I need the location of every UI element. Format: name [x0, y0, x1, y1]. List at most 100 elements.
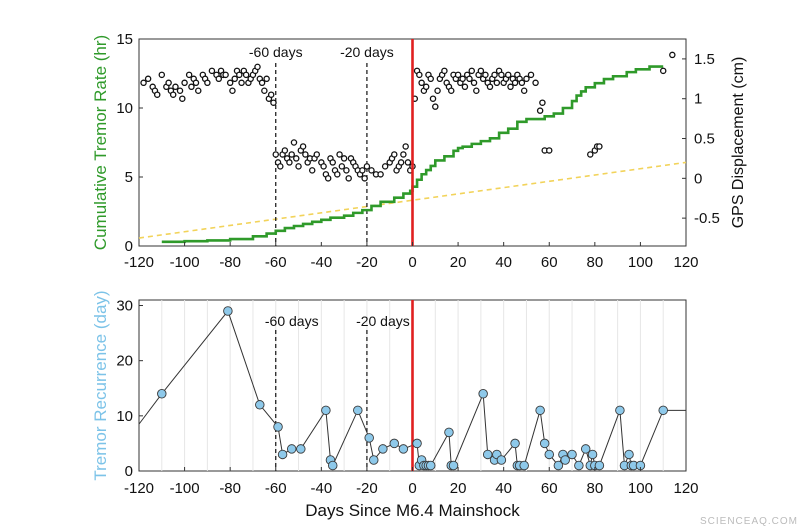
recurrence-point: [658, 405, 668, 416]
gps-point: [153, 91, 161, 98]
gps-point: [400, 151, 407, 158]
gps-point: [518, 79, 526, 87]
gps-point: [422, 83, 430, 91]
bottom-x-tick-label: 100: [628, 480, 653, 497]
gps-point: [208, 67, 216, 75]
gps-point: [507, 83, 514, 91]
gps-point: [470, 79, 478, 87]
gps-point: [491, 71, 498, 79]
recurrence-point: [277, 449, 288, 460]
gps-point: [466, 75, 473, 83]
recurrence-point: [574, 460, 584, 471]
gps-point: [226, 79, 234, 87]
recurrence-point: [378, 444, 388, 454]
recurrence-markers: [157, 306, 668, 471]
gps-point: [334, 171, 341, 178]
recurrence-point: [296, 444, 306, 454]
gps-point: [324, 175, 332, 182]
gps-point: [222, 71, 229, 79]
gps-point: [340, 155, 348, 162]
recurrence-point: [594, 460, 605, 471]
gps-point: [345, 175, 352, 182]
gps-point: [468, 67, 476, 75]
top-y-left-tick-label: 15: [116, 31, 133, 48]
gps-point: [270, 99, 277, 106]
bottom-y-tick-label: 0: [125, 463, 133, 480]
gps-point: [669, 51, 676, 59]
gps-point: [461, 83, 469, 91]
gps-point: [181, 79, 188, 87]
recurrence-point: [560, 455, 570, 465]
watermark: SCIENCEAQ.COM: [700, 516, 798, 527]
bottom-x-tick-label: -20: [356, 480, 378, 497]
recurrence-point: [223, 306, 233, 316]
gps-point: [391, 151, 398, 158]
gps-point: [272, 151, 279, 158]
top-chart-panel: -60 days -20 days -120 -100 -80 -60 -40 -20 0 20 4…: [91, 31, 747, 271]
gps-point: [263, 75, 270, 83]
gps-point: [486, 83, 494, 91]
gps-point: [192, 79, 200, 87]
gps-point: [546, 147, 553, 154]
bottom-x-tick-label: 120: [673, 480, 698, 497]
bottom-y-tick-label: 30: [116, 298, 133, 315]
recurrence-point: [553, 460, 564, 471]
gps-point: [587, 151, 594, 158]
recurrence-point: [615, 405, 625, 416]
recurrence-point: [364, 433, 374, 443]
recurrence-point: [478, 389, 488, 399]
gps-point: [416, 71, 423, 79]
recurrence-point: [482, 449, 493, 460]
trend-line: [138, 161, 687, 239]
bottom-y-tick-label: 20: [116, 353, 133, 370]
top-y-left-tick-label: 5: [125, 169, 133, 186]
gps-point: [293, 155, 300, 162]
gps-point: [402, 143, 409, 150]
top-x-tick-label: 20: [450, 254, 467, 271]
gps-point: [418, 79, 425, 87]
gps-point: [404, 159, 412, 166]
top-x-tick-label: 80: [586, 254, 603, 271]
top-x-tick-label: 0: [408, 254, 416, 271]
recurrence-point: [587, 449, 598, 460]
gps-point: [329, 159, 336, 166]
gps-point: [185, 71, 193, 79]
top-y-right-tick-label: 1.5: [694, 51, 715, 68]
recurrence-point: [624, 449, 634, 460]
gps-point: [215, 75, 223, 83]
gps-point: [290, 139, 298, 146]
gps-point: [267, 91, 275, 98]
top-x-tick-label: -120: [124, 254, 154, 271]
gps-point: [313, 151, 321, 158]
gps-point: [447, 87, 455, 95]
recurrence-point: [398, 444, 409, 454]
gps-point: [176, 87, 184, 95]
bottom-annotation-label-1: -20 days: [356, 313, 410, 329]
recurrence-point: [510, 438, 520, 449]
top-x-tick-label: -80: [219, 254, 241, 271]
gps-point: [343, 167, 350, 174]
gps-point: [169, 91, 177, 98]
gps-point: [523, 75, 530, 83]
top-y-right-tick-label: -0.5: [694, 210, 720, 227]
gps-point: [539, 99, 546, 106]
gps-point: [140, 79, 147, 87]
recurrence-point: [539, 438, 550, 449]
gps-point: [258, 79, 266, 87]
cumulative-tremor-series: [161, 65, 664, 244]
gps-point: [361, 175, 368, 182]
recurrence-point: [353, 405, 363, 416]
gps-point: [165, 79, 172, 87]
gps-point: [338, 163, 346, 170]
recurrence-point: [544, 449, 555, 460]
gps-point: [204, 79, 211, 87]
recurrence-point: [535, 405, 545, 416]
bottom-x-tick-label: 20: [450, 480, 467, 497]
top-x-tick-label: 60: [541, 254, 558, 271]
gps-point: [459, 75, 466, 83]
recurrence-point: [496, 455, 507, 465]
bottom-x-tick-label: -120: [124, 480, 154, 497]
recurrence-point: [448, 460, 459, 471]
recurrence-point: [255, 400, 265, 410]
